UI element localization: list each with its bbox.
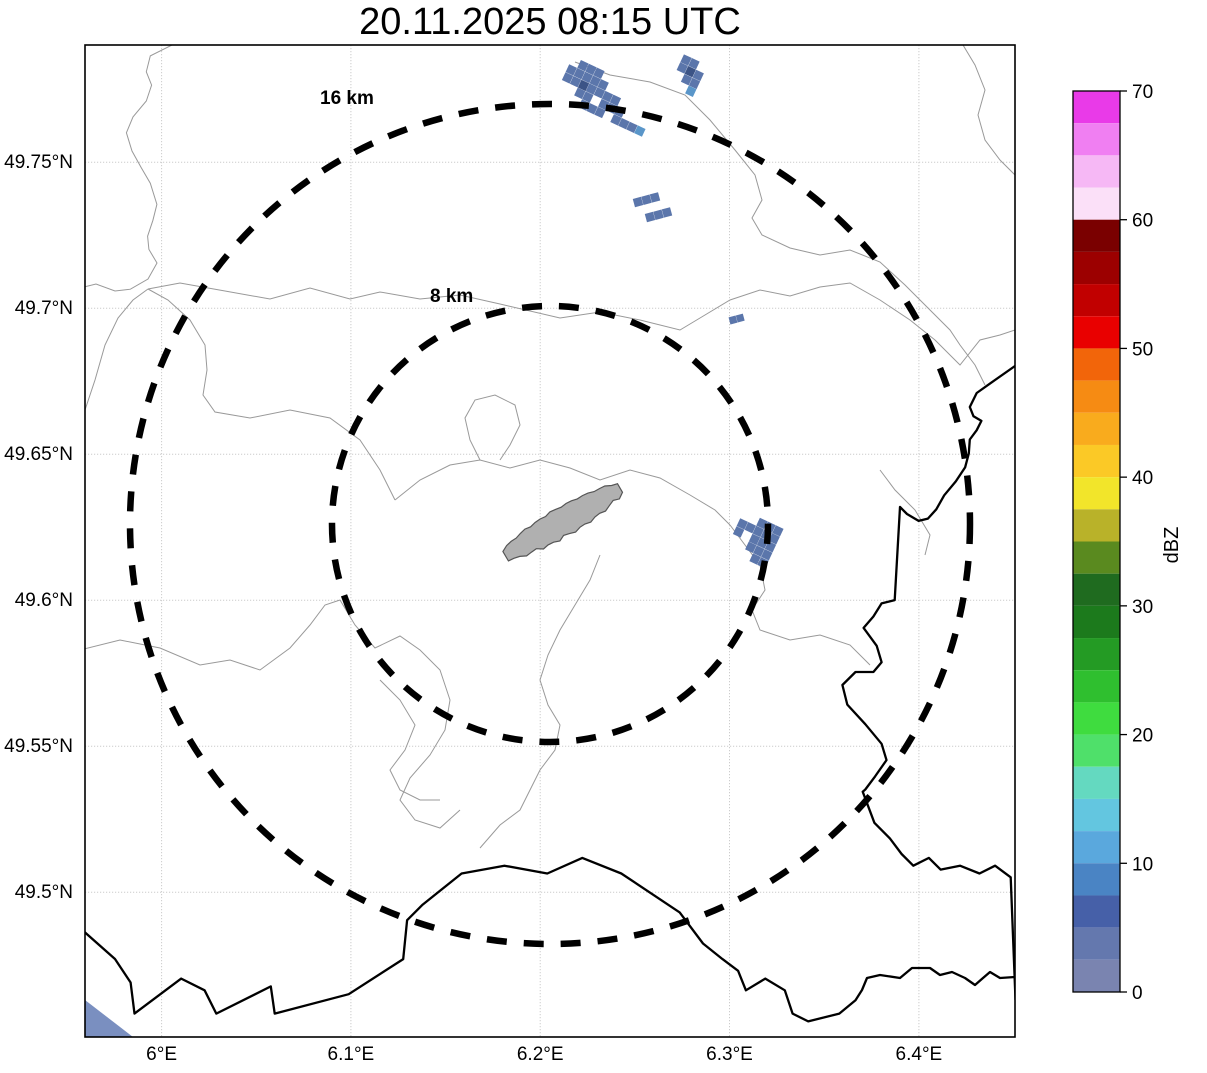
svg-text:49.75°N: 49.75°N bbox=[4, 152, 73, 173]
svg-text:6.1°E: 6.1°E bbox=[328, 1044, 375, 1065]
svg-text:70: 70 bbox=[1132, 82, 1153, 103]
svg-text:10: 10 bbox=[1132, 854, 1153, 875]
svg-text:40: 40 bbox=[1132, 468, 1153, 489]
svg-text:20.11.2025 08:15 UTC: 20.11.2025 08:15 UTC bbox=[359, 1, 741, 43]
svg-text:30: 30 bbox=[1132, 597, 1153, 618]
svg-text:6.2°E: 6.2°E bbox=[517, 1044, 564, 1065]
svg-text:8 km: 8 km bbox=[430, 286, 473, 307]
svg-text:16 km: 16 km bbox=[320, 88, 374, 109]
svg-text:6.4°E: 6.4°E bbox=[896, 1044, 943, 1065]
svg-text:20: 20 bbox=[1132, 726, 1153, 747]
svg-text:49.65°N: 49.65°N bbox=[4, 444, 73, 465]
svg-text:6.3°E: 6.3°E bbox=[706, 1044, 753, 1065]
svg-text:60: 60 bbox=[1132, 211, 1153, 232]
svg-text:49.55°N: 49.55°N bbox=[4, 736, 73, 757]
svg-text:49.6°N: 49.6°N bbox=[15, 590, 73, 611]
svg-text:49.5°N: 49.5°N bbox=[15, 882, 73, 903]
svg-text:dBZ: dBZ bbox=[1161, 527, 1183, 564]
svg-text:0: 0 bbox=[1132, 983, 1143, 1004]
svg-text:49.7°N: 49.7°N bbox=[15, 298, 73, 319]
svg-text:6°E: 6°E bbox=[146, 1044, 177, 1065]
svg-text:50: 50 bbox=[1132, 339, 1153, 360]
